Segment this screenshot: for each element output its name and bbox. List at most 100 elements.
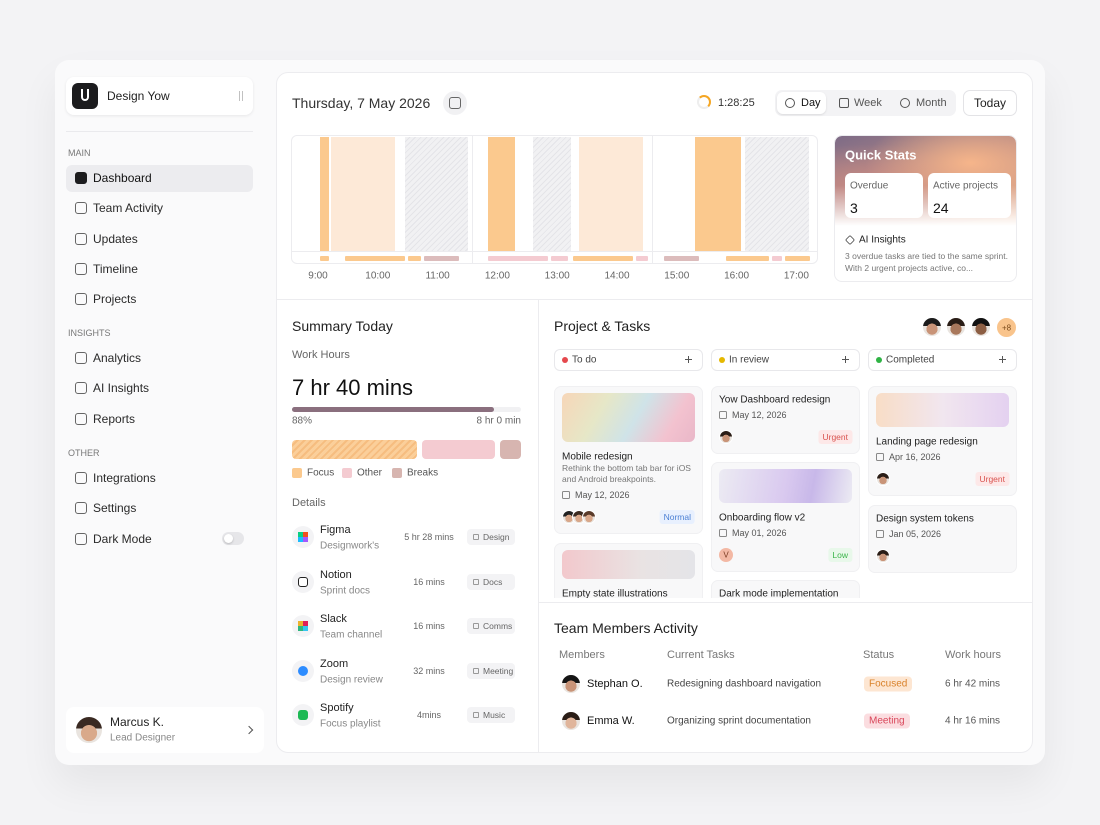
today-label[interactable]: Today bbox=[973, 96, 1007, 110]
time-block bbox=[320, 137, 329, 251]
app-time: 16 mins bbox=[413, 576, 445, 587]
card-title: Yow Dashboard redesign bbox=[719, 394, 831, 406]
card-avatar bbox=[876, 472, 890, 486]
app-sub: Sprint docs bbox=[320, 585, 371, 597]
tab[interactable]: Week bbox=[854, 97, 882, 109]
app-icon bbox=[298, 710, 308, 721]
section-title: Summary Today bbox=[292, 318, 393, 334]
goal-label: 8 hr 0 min bbox=[476, 415, 521, 427]
priority-tag: Low bbox=[828, 548, 852, 562]
hour-label: 16:00 bbox=[724, 270, 750, 282]
app-tag-label: Design bbox=[483, 532, 510, 542]
priority-tag: Urgent bbox=[975, 472, 1009, 486]
status-dot bbox=[876, 357, 882, 363]
task-card[interactable] bbox=[868, 505, 1017, 573]
stat-box bbox=[928, 173, 1011, 218]
active-tab[interactable] bbox=[777, 92, 826, 114]
team-avatar bbox=[971, 317, 991, 337]
app-icon bbox=[298, 621, 308, 632]
hour-label: 14:00 bbox=[604, 270, 630, 282]
progress-label: 88% bbox=[292, 415, 313, 427]
team-avatar bbox=[922, 317, 942, 337]
nav-label[interactable]: AI Insights bbox=[93, 381, 150, 396]
stat-value: 24 bbox=[933, 200, 949, 216]
time-strip bbox=[772, 256, 782, 261]
calendar-button[interactable] bbox=[443, 91, 467, 115]
app-icon bbox=[298, 665, 308, 676]
card-title: Dark mode implementation bbox=[719, 588, 839, 599]
member-hours: 6 hr 42 mins bbox=[945, 678, 1001, 690]
insight-text: 3 overdue tasks are tied to the same spr… bbox=[845, 251, 1009, 273]
stat-box bbox=[845, 173, 923, 218]
priority-tag: Normal bbox=[659, 510, 695, 524]
tab[interactable]: Month bbox=[916, 97, 947, 109]
section-title: INSIGHTS bbox=[68, 328, 111, 338]
hour-label: 12:00 bbox=[484, 270, 510, 282]
tab[interactable]: Day bbox=[801, 97, 821, 109]
nav-label[interactable]: Analytics bbox=[93, 351, 142, 365]
hour-label: 15:00 bbox=[664, 270, 690, 282]
date-icon bbox=[876, 453, 884, 461]
nav-label[interactable]: Updates bbox=[93, 231, 138, 246]
card-avatar bbox=[876, 549, 890, 563]
tab-icon bbox=[785, 98, 795, 108]
more-count: +8 bbox=[1001, 323, 1012, 332]
nav-item[interactable] bbox=[66, 165, 253, 192]
time-block bbox=[745, 137, 809, 251]
avatar-initial: V bbox=[723, 550, 729, 560]
nav-label[interactable]: Reports bbox=[93, 411, 136, 426]
app-tag bbox=[467, 662, 515, 679]
nav-label[interactable]: Dashboard bbox=[93, 171, 152, 185]
task-card[interactable] bbox=[711, 580, 860, 598]
app-name: Spotify bbox=[320, 702, 354, 715]
timer-ring bbox=[697, 95, 711, 109]
time-strip bbox=[726, 256, 769, 261]
legend-swatch bbox=[292, 468, 302, 478]
plus-v bbox=[1002, 356, 1004, 363]
member-name: Emma W. bbox=[587, 714, 635, 727]
task-board: Mobile redesign Rethink the bottom tab ba… bbox=[538, 380, 1033, 598]
status-badge: Focused bbox=[864, 676, 913, 692]
card-avatar bbox=[582, 510, 596, 524]
logo-mark bbox=[81, 89, 89, 101]
card-description: Rethink the bottom tab bar for iOS and A… bbox=[562, 463, 691, 484]
time-block bbox=[488, 137, 515, 251]
app-icon bbox=[298, 532, 308, 542]
team-avatar bbox=[946, 317, 966, 337]
card-date: May 12, 2026 bbox=[732, 410, 787, 420]
time-strip bbox=[320, 256, 329, 261]
nav-label[interactable]: Projects bbox=[93, 292, 137, 306]
nav-label[interactable]: Team Activity bbox=[93, 201, 164, 216]
app-sub: Designwork's bbox=[320, 540, 380, 552]
nav-label[interactable]: Settings bbox=[93, 501, 137, 516]
time-strip bbox=[785, 256, 810, 261]
time-strip bbox=[424, 256, 459, 261]
app-sub: Focus playlist bbox=[320, 718, 381, 730]
hour-label: 10:00 bbox=[365, 270, 391, 282]
app-time: 5 hr 28 mins bbox=[404, 532, 454, 542]
other-bar bbox=[422, 440, 495, 459]
breaks-bar bbox=[500, 440, 521, 459]
member-name: Stephan O. bbox=[587, 678, 643, 690]
today-button[interactable] bbox=[963, 90, 1017, 116]
nav-icon bbox=[75, 172, 87, 184]
workspace-name: Design Yow bbox=[107, 89, 170, 103]
card-image bbox=[876, 393, 1009, 427]
plus-v bbox=[845, 356, 847, 363]
nav-label[interactable]: Dark Mode bbox=[93, 531, 152, 546]
member-hours: 4 hr 16 mins bbox=[945, 715, 1001, 726]
nav-icon bbox=[75, 382, 87, 395]
card-title: Onboarding flow v2 bbox=[719, 512, 806, 524]
stat-label: Active projects bbox=[933, 180, 999, 192]
card-date: May 12, 2026 bbox=[575, 490, 630, 500]
app-tag-label: Comms bbox=[483, 621, 513, 632]
chevron-updown bbox=[239, 91, 243, 101]
column-header: Status bbox=[863, 649, 895, 661]
nav-icon bbox=[75, 472, 87, 484]
section-title: MAIN bbox=[68, 148, 91, 158]
nav-icon bbox=[75, 232, 87, 245]
priority-tag: Urgent bbox=[818, 430, 852, 444]
nav-label[interactable]: Integrations bbox=[93, 471, 156, 485]
nav-label[interactable]: Timeline bbox=[93, 261, 138, 276]
